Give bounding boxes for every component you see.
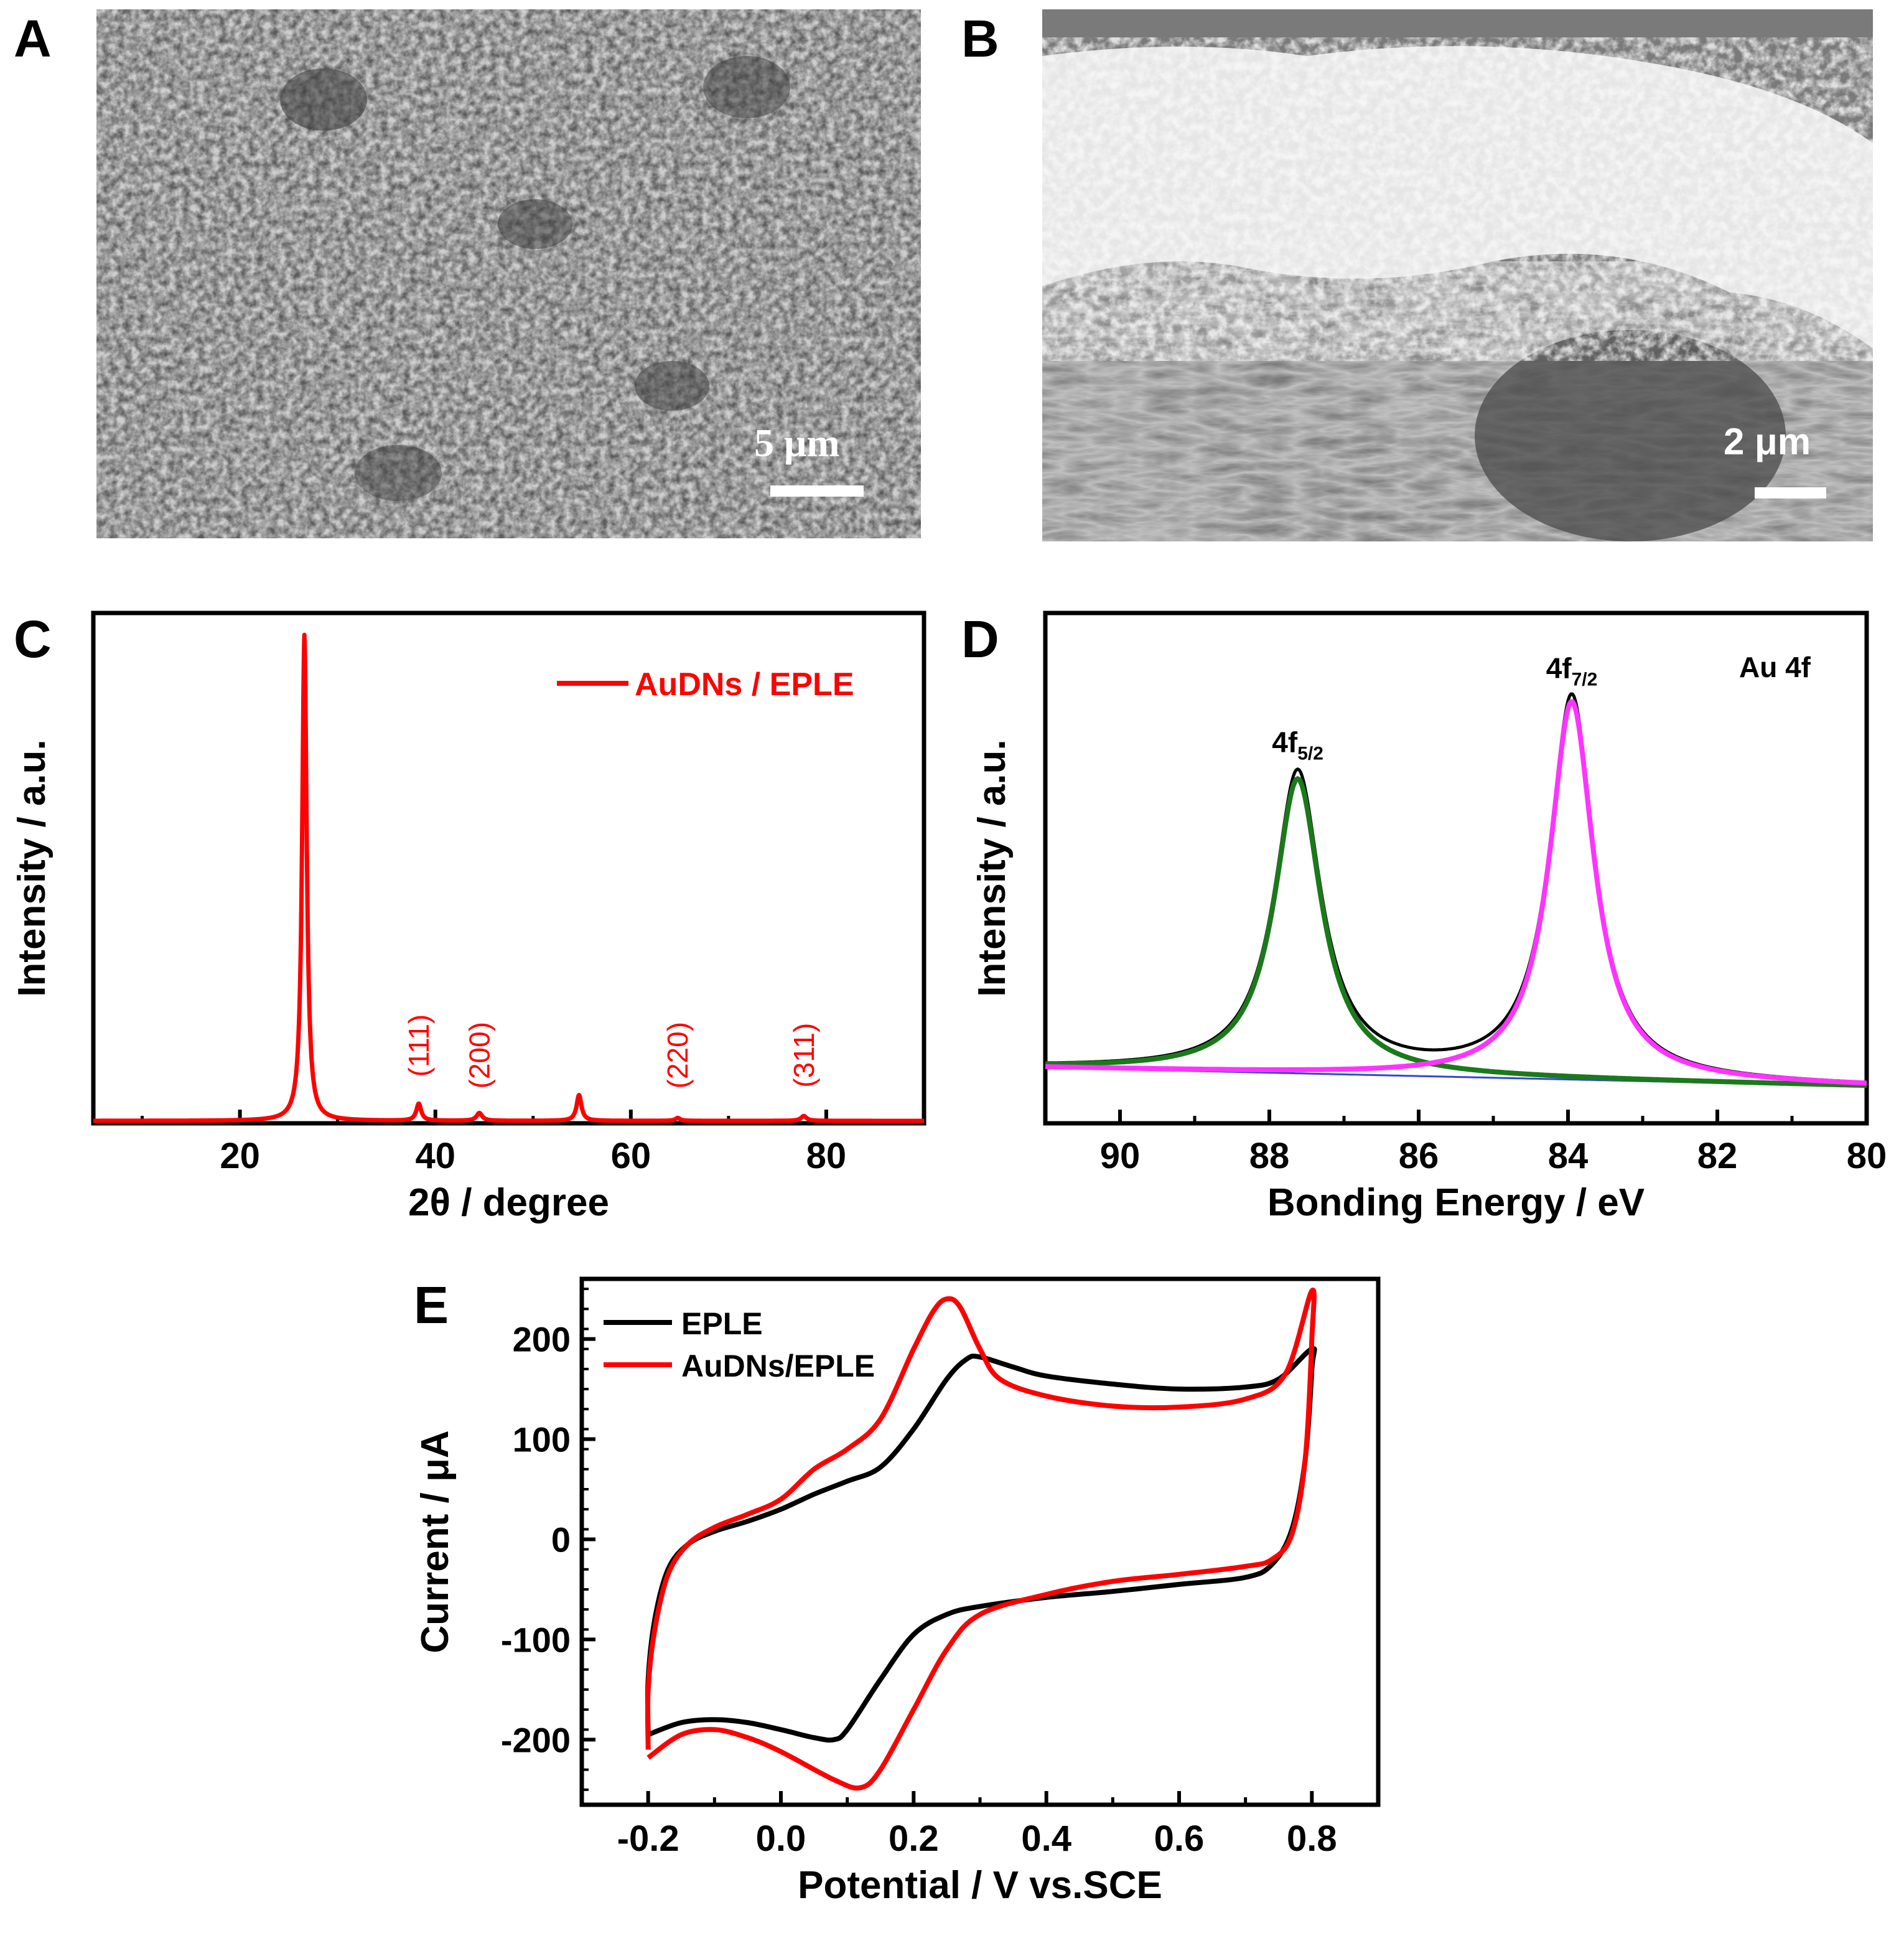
series-line-d (1044, 699, 1868, 1086)
x-tick-label-e: -0.2 (617, 1818, 679, 1859)
y-tick-label-e: 100 (513, 1420, 571, 1459)
x-axis-label-c: 2θ / degree (408, 1181, 609, 1224)
x-tick-label-d: 84 (1548, 1136, 1589, 1176)
panel-letter-e: E (414, 1276, 449, 1334)
panel-letter-c: C (14, 610, 52, 668)
panel-letter-d: D (961, 610, 999, 668)
x-tick-label-e: 0.0 (756, 1818, 806, 1859)
peak-annotation-d: 4f5/2 (1272, 726, 1323, 764)
y-tick-label-e: -100 (501, 1620, 571, 1659)
x-tick-label-d: 82 (1697, 1136, 1738, 1176)
panel-letter-a: A (14, 9, 52, 68)
x-tick-label-d: 88 (1249, 1136, 1290, 1176)
peak-annotation-c: (220) (661, 1022, 694, 1088)
x-tick-label-e: 0.6 (1154, 1818, 1205, 1859)
x-axis-label-d: Bonding Energy / eV (1267, 1181, 1645, 1224)
peak-annotation-d: 4f7/2 (1546, 652, 1598, 690)
y-axis-label-e: Current / μA (414, 1430, 457, 1653)
legend-label-e: AuDNs/EPLE (681, 1349, 875, 1383)
x-tick-label-e: 0.2 (889, 1818, 939, 1859)
x-tick-label-e: 0.4 (1021, 1818, 1071, 1859)
chart-title-d: Au 4f (1739, 651, 1811, 683)
x-tick-label-d: 86 (1399, 1136, 1439, 1176)
legend-label-e: EPLE (681, 1306, 763, 1341)
plot-frame-d (1043, 611, 1869, 1126)
x-tick-label-d: 80 (1847, 1136, 1887, 1176)
scale-bar-label-a: 5 μm (754, 421, 840, 465)
series-line-c (91, 632, 926, 1123)
peak-annotation-c: (311) (788, 1023, 820, 1088)
x-tick-label-c: 20 (220, 1136, 260, 1176)
y-tick-label-e: 0 (551, 1520, 571, 1559)
peak-annotation-c: (200) (463, 1022, 495, 1088)
x-tick-label-c: 60 (611, 1136, 651, 1176)
peak-annotation-c: (111) (403, 1014, 435, 1077)
series-line-e (645, 1346, 1317, 1743)
y-axis-label-c: Intensity / a.u. (11, 739, 54, 996)
x-tick-label-e: 0.8 (1287, 1818, 1337, 1859)
scale-bar-label-b: 2 μm (1724, 421, 1811, 462)
x-tick-label-c: 80 (806, 1136, 847, 1176)
series-line-d (1044, 776, 1868, 1088)
y-tick-label-e: -200 (501, 1720, 571, 1759)
legend-label-c: AuDNs / EPLE (635, 667, 854, 703)
y-tick-label-e: 200 (513, 1320, 571, 1359)
x-axis-label-e: Potential / V vs.SCE (798, 1864, 1162, 1907)
plot-frame-c (91, 611, 926, 1126)
x-tick-label-d: 90 (1100, 1136, 1141, 1176)
series-line-e (645, 1287, 1317, 1791)
x-tick-label-c: 40 (415, 1136, 455, 1176)
panel-letter-b: B (961, 9, 999, 68)
y-axis-label-d: Intensity / a.u. (971, 739, 1014, 996)
